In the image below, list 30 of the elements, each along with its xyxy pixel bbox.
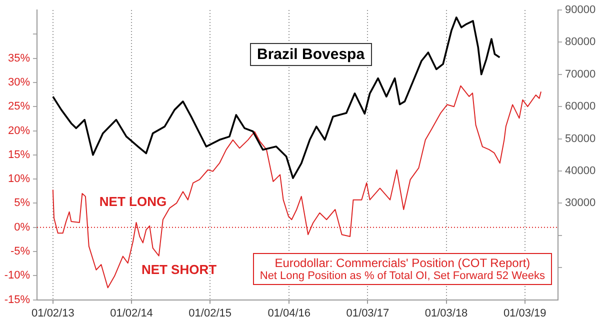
y-tick-label: 0% <box>14 221 30 234</box>
y2-tick-label: 90000 <box>565 4 596 16</box>
series-label: Brazil Bovespa <box>257 46 365 63</box>
annotation: Net Long Position as % of Total OI, Set Forward 52 Weeks <box>260 270 545 282</box>
y2-tick-label: 40000 <box>565 165 596 178</box>
y-tick-label: 10% <box>8 173 30 186</box>
y-tick-label: 5% <box>14 197 30 210</box>
x-tick-label: 01/03/19 <box>503 307 546 320</box>
text: Eurodollar: Commercials' Position (COT Report) <box>274 256 532 270</box>
y-tick-label: -5% <box>10 246 30 258</box>
x-tick-label: 01/02/15 <box>188 307 232 320</box>
annotation: NET SHORT <box>141 262 217 277</box>
y2-tick-label: 80000 <box>565 36 596 48</box>
y-tick-label: 25% <box>8 100 30 113</box>
x-tick-label: 01/03/18 <box>424 307 468 320</box>
y-tick-label: -15% <box>4 294 30 306</box>
x-tick-label: 01/03/17 <box>346 307 390 320</box>
annotation: NET LONG <box>99 194 167 209</box>
y-tick-label: 20% <box>8 124 30 137</box>
y2-tick-label: 50000 <box>565 132 596 145</box>
x-tick-label: 01/02/13 <box>32 307 74 320</box>
y-tick-label: 35% <box>8 52 30 64</box>
y2-tick-label: 60000 <box>565 100 596 113</box>
y-tick-label: 15% <box>8 148 30 161</box>
x-tick-label: 01/04/16 <box>268 307 311 320</box>
x-tick-label: 01/02/14 <box>110 307 153 320</box>
y-tick-label: -10% <box>4 270 30 282</box>
y2-tick-label: 30000 <box>565 197 596 210</box>
y2-tick-label: 70000 <box>565 68 596 80</box>
y-tick-label: 30% <box>8 76 30 88</box>
